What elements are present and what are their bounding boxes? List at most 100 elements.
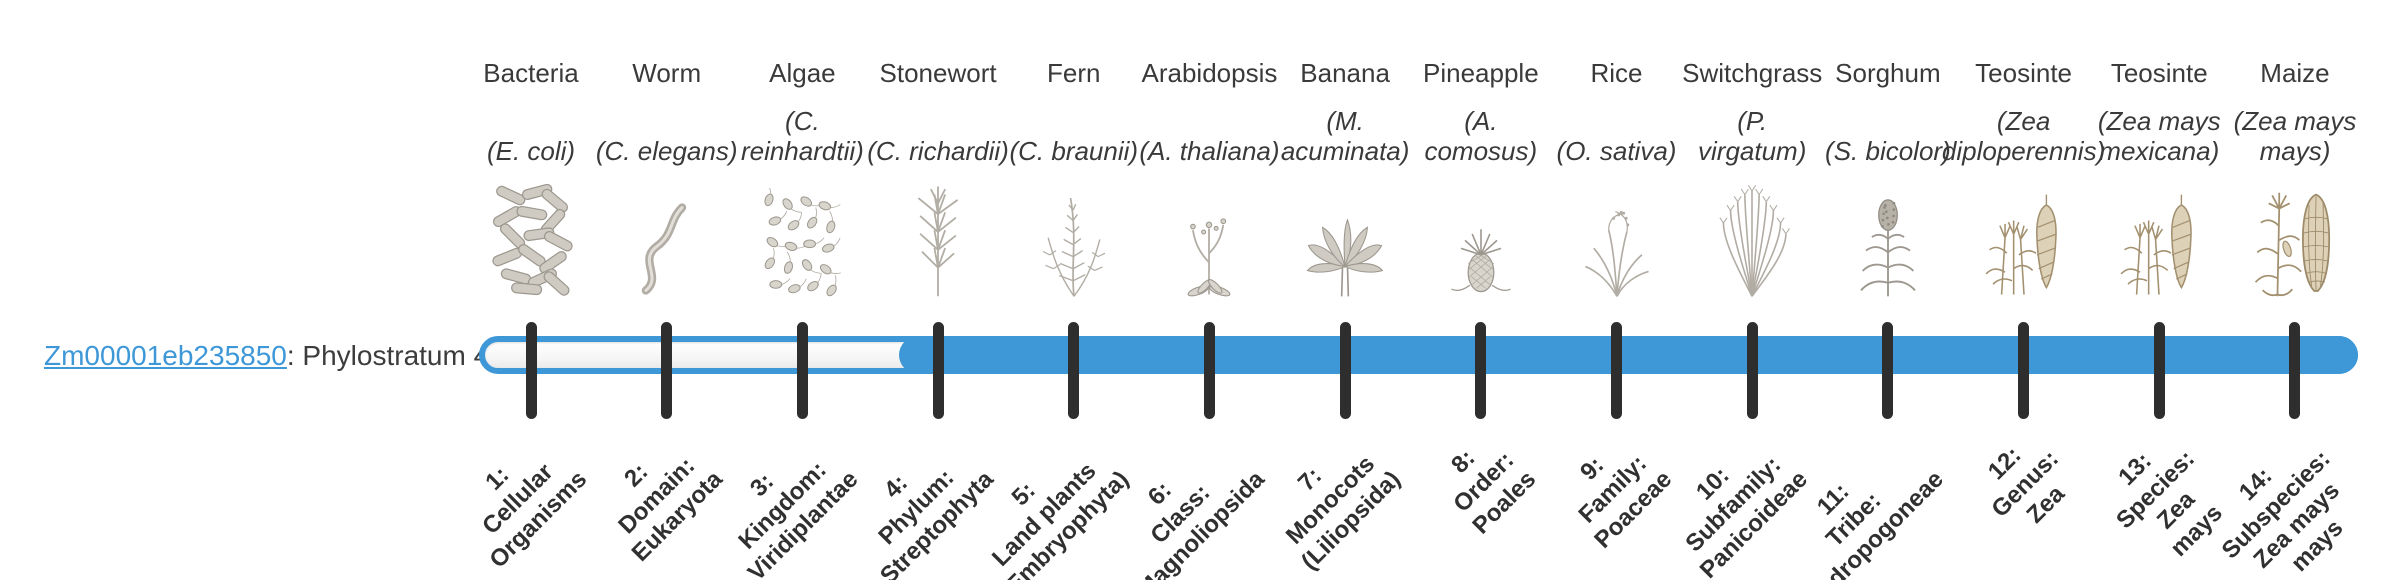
organism-header: Teosinte (Zea diploperennis) [1934, 58, 2114, 166]
organism-illustration [607, 200, 727, 298]
organism-species-line: (A. thaliana) [1139, 136, 1280, 166]
phylostratum-tick [2289, 322, 2301, 419]
organism-illustration [1285, 190, 1405, 298]
rice-image [1584, 210, 1649, 297]
organism-header: Maize (Zea mays mays) [2205, 58, 2385, 166]
maize-image [2254, 192, 2331, 297]
organism-common-name: Sorghum [1835, 58, 1941, 88]
phylostratum-tick [2153, 322, 2165, 419]
organism-species-line: (Zea mays [2233, 106, 2357, 136]
phylostratum-tick [1611, 322, 1623, 419]
phylostratum-tick [661, 322, 673, 419]
organism-common-name: Teosinte [2110, 58, 2208, 88]
organism-header: Fern (C. braunii) [984, 58, 1164, 166]
phylostratum-tick [1068, 322, 1080, 419]
phylostratum-tick [932, 322, 944, 419]
organism-illustration [1828, 188, 1948, 298]
banana-image [1306, 218, 1384, 297]
organism-common-name: Worm [632, 58, 702, 88]
organism-common-name: Banana [1300, 58, 1390, 88]
organism-header: Algae (C. reinhardtii) [712, 58, 892, 166]
organism-illustration [1149, 182, 1269, 298]
organism-header: Arabidopsis (A. thaliana) [1119, 58, 1299, 166]
worm-image [641, 203, 686, 295]
organism-species-name: (M. acuminata) [1281, 106, 1410, 166]
organism-header: Banana (M. acuminata) [1255, 58, 1435, 166]
organism-species-line: (M. [1326, 106, 1364, 136]
organism-common-name: Algae [769, 58, 836, 88]
stratum-label: 14: Subspecies: Zea mays mays [2195, 424, 2377, 580]
organism-species-name: (S. bicolor) [1825, 136, 1951, 166]
organism-species-line: virgatum) [1698, 136, 1807, 166]
organism-illustration [878, 182, 998, 298]
organism-common-name: Teosinte [1975, 58, 2072, 88]
organism-species-line: comosus) [1424, 136, 1538, 166]
stratum-label: 1: Cellular Organisms [442, 424, 592, 574]
organism-species-name: (A. thaliana) [1139, 136, 1279, 166]
gene-label: Zm00001eb235850: Phylostratum 4 [44, 341, 489, 371]
phylostratum-bar-fill [899, 336, 2358, 374]
organism-illustration [1421, 194, 1541, 298]
organism-illustration [1557, 190, 1677, 298]
phylostratum-tick [2018, 322, 2030, 419]
stratum-label: 7: Monocots (Liliopsida) [1255, 424, 1407, 576]
organism-species-line: (O. sativa) [1556, 136, 1677, 166]
sorghum-image [1860, 199, 1916, 297]
organism-species-line: (A. [1464, 106, 1498, 136]
organism-illustration [1014, 186, 1134, 298]
organism-species-name: (Zea diploperennis) [1942, 106, 2105, 166]
organism-species-name: (E. coli) [487, 136, 575, 166]
organism-species-line: acuminata) [1280, 136, 1410, 166]
organism-species-name: (A. comosus) [1424, 106, 1537, 166]
organism-species-line: (E. coli) [486, 136, 576, 166]
organism-common-name: Bacteria [483, 58, 579, 88]
organism-species-name: (O. sativa) [1557, 136, 1677, 166]
organism-header: Switchgrass (P. virgatum) [1662, 58, 1842, 166]
stratum-label: 9: Family: Poaceae [1548, 424, 1678, 554]
organism-species-name: (C. elegans) [596, 136, 738, 166]
pineapple-image [1450, 229, 1511, 293]
organism-illustration [1964, 186, 2084, 298]
organism-illustration [2099, 186, 2219, 298]
stratum-label: 2: Domain: Eukaryota [585, 424, 729, 568]
organism-header: Sorghum (S. bicolor) [1798, 58, 1978, 166]
organism-species-line: reinhardtii) [740, 136, 864, 166]
organism-illustration [471, 174, 591, 298]
stratum-label: 12: Genus: Zea [1965, 424, 2085, 544]
organism-common-name: Maize [2260, 58, 2330, 88]
stratum-label: 3: Kingdom: Viridiplantae [701, 424, 864, 580]
organism-species-line: mexicana) [2099, 136, 2220, 166]
stonewort-image [917, 186, 959, 297]
organism-illustration [742, 188, 862, 298]
organism-common-name: Rice [1590, 58, 1643, 88]
phylostratum-tick [1746, 322, 1758, 419]
organism-header: Worm (C. elegans) [577, 58, 757, 166]
organism-species-line: (Zea [1996, 106, 2051, 136]
organism-illustration [1692, 182, 1812, 298]
organism-species-line: mays) [2259, 136, 2331, 166]
arabidopsis-image [1188, 218, 1231, 297]
phylostratum-tick [1203, 322, 1215, 419]
organism-species-line: (C. elegans) [595, 136, 738, 166]
gene-id-link[interactable]: Zm00001eb235850 [44, 340, 287, 371]
organism-common-name: Pineapple [1423, 58, 1539, 88]
organism-common-name: Switchgrass [1682, 58, 1823, 88]
organism-species-line: (C. richardii) [867, 136, 1009, 166]
organism-common-name: Stonewort [879, 58, 997, 88]
phylostratum-tick [525, 322, 537, 419]
organism-species-line: diploperennis) [1941, 136, 2106, 166]
organism-species-line: (C. braunii) [1009, 136, 1139, 166]
phylostratum-tick [1475, 322, 1487, 419]
organism-species-name: (Zea mays mays) [2234, 106, 2357, 166]
teosinte-image [1985, 194, 2057, 295]
organism-illustration [2235, 184, 2355, 298]
teosinte-image [2120, 194, 2193, 295]
organism-common-name: Arabidopsis [1141, 58, 1278, 88]
phylostratum-tick [1882, 322, 1894, 419]
fern-image [1042, 197, 1106, 297]
organism-header: Rice (O. sativa) [1527, 58, 1707, 166]
algae-image [764, 188, 842, 297]
organism-header: Pineapple (A. comosus) [1391, 58, 1571, 166]
organism-species-line: (C. [785, 106, 820, 136]
